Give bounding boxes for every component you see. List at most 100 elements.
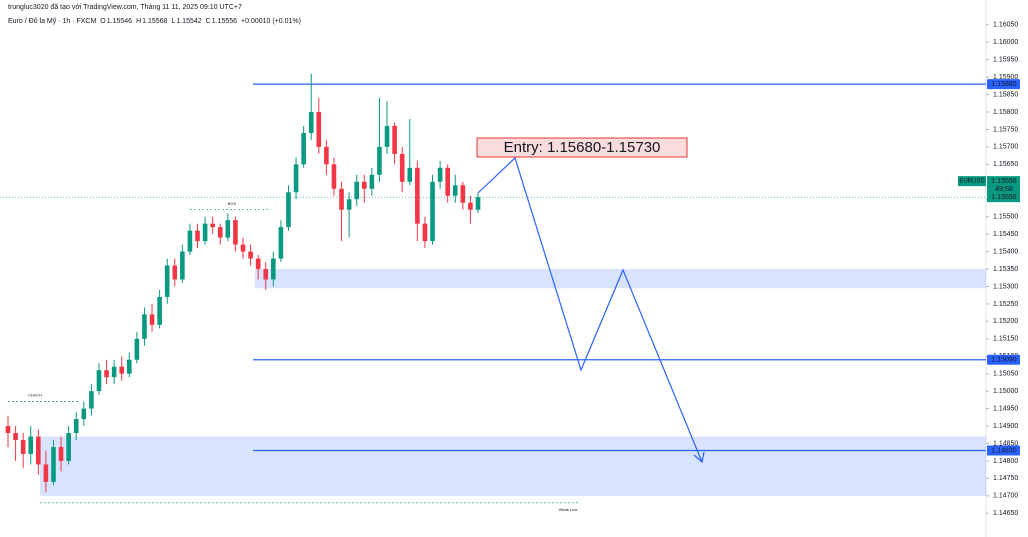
- y-tick-label: 1.15450: [993, 231, 1018, 238]
- legend-symbol: Euro / Đô la Mỹ · 1h · FXCM: [8, 18, 96, 25]
- y-tick-label: 1.15000: [993, 388, 1018, 395]
- candle-body: [36, 436, 41, 465]
- candle-body: [399, 153, 405, 182]
- candle-body: [278, 227, 284, 259]
- legend-value: 1.15556: [212, 18, 237, 25]
- legend-value: 1.15568: [142, 18, 167, 25]
- level-label: 1.14830: [991, 447, 1016, 454]
- candle-body: [248, 251, 253, 259]
- structure-label: Weak Low: [559, 507, 578, 512]
- y-tick-label: 1.15500: [993, 214, 1018, 221]
- level-tag: [987, 445, 1020, 456]
- candle-body: [377, 146, 382, 175]
- price-label: 1.15556: [991, 178, 1016, 185]
- zone: [255, 269, 986, 289]
- y-tick-label: 1.16050: [993, 22, 1018, 29]
- y-tick-label: 1.14850: [993, 440, 1018, 447]
- legend-key: H: [136, 18, 141, 25]
- candle-body: [407, 167, 413, 182]
- candle-body: [43, 464, 49, 482]
- candle-body: [172, 265, 178, 280]
- candle-body: [392, 125, 397, 154]
- candle-body: [119, 366, 125, 374]
- candle-body: [354, 181, 360, 200]
- y-tick-label: 1.15150: [993, 336, 1018, 343]
- candle-body: [286, 192, 291, 228]
- candle-body: [422, 223, 428, 242]
- symbol-label: EURUSD: [959, 179, 985, 185]
- candle-body: [445, 167, 450, 196]
- candle-body: [369, 174, 375, 189]
- y-tick-label: 1.16000: [993, 39, 1018, 46]
- candle-body: [430, 181, 435, 242]
- price-label: 1.15556: [991, 194, 1016, 201]
- y-tick-label: 1.15750: [993, 126, 1018, 133]
- y-tick-label: 1.15350: [993, 266, 1018, 273]
- candle-body: [255, 258, 261, 270]
- candle-body: [316, 112, 322, 147]
- candle-body: [202, 223, 208, 242]
- legend-change: +0.00010 (+0.01%): [241, 18, 301, 25]
- zone: [40, 436, 986, 496]
- y-tick-label: 1.15700: [993, 144, 1018, 151]
- candle-body: [20, 439, 26, 454]
- candle-body: [301, 132, 306, 165]
- candle-body: [111, 366, 117, 378]
- candle-body: [195, 230, 200, 242]
- countdown: 49:58: [995, 186, 1013, 193]
- y-tick-label: 1.14750: [993, 475, 1018, 482]
- candle-body: [126, 359, 132, 374]
- candle-body: [271, 258, 276, 280]
- legend-key: C: [206, 18, 211, 25]
- y-tick-label: 1.15650: [993, 161, 1018, 168]
- y-tick-label: 1.14700: [993, 493, 1018, 500]
- structure-label: CHoCH: [28, 393, 42, 398]
- candle-body: [5, 426, 11, 434]
- legend-key: O: [100, 18, 106, 25]
- candle-body: [142, 314, 147, 339]
- candle-body: [308, 112, 314, 133]
- y-tick-label: 1.15200: [993, 318, 1018, 325]
- candle-body: [149, 314, 155, 325]
- candle-body: [460, 185, 466, 203]
- y-tick-label: 1.15250: [993, 301, 1018, 308]
- structure-label: BOS: [228, 201, 237, 206]
- candle-body: [475, 197, 481, 210]
- legend-value: 1.15546: [107, 18, 132, 25]
- y-tick-label: 1.14650: [993, 510, 1018, 517]
- y-tick-label: 1.14900: [993, 423, 1018, 430]
- y-tick-label: 1.15850: [993, 91, 1018, 98]
- level-tag: [987, 354, 1020, 365]
- legend-key: L: [171, 18, 175, 25]
- candle-body: [180, 251, 185, 280]
- y-tick-label: 1.15900: [993, 74, 1018, 81]
- candle-body: [361, 181, 367, 189]
- candle-body: [240, 244, 246, 252]
- candle-body: [96, 370, 102, 392]
- candle-body: [58, 446, 64, 461]
- y-tick-label: 1.15800: [993, 109, 1018, 116]
- header: trungluc3020 đã tạo với TradingView.com,…: [8, 4, 242, 11]
- y-tick-label: 1.15400: [993, 248, 1018, 255]
- candle-body: [384, 125, 390, 147]
- entry-box: [476, 137, 688, 158]
- y-tick-label: 1.15050: [993, 371, 1018, 378]
- candle-body: [104, 370, 109, 378]
- entry-label: Entry: 1.15680-1.15730: [504, 139, 661, 156]
- legend: Euro / Đô la Mỹ · 1h · FXCM O 1.15546 H 1.15…: [8, 18, 301, 25]
- candle-body: [468, 202, 473, 210]
- candle-body: [217, 227, 223, 238]
- candle-body: [210, 223, 215, 228]
- candle-body: [157, 296, 162, 325]
- candle-body: [339, 188, 344, 210]
- candle-body: [81, 408, 87, 420]
- candle-body: [415, 167, 420, 224]
- candle-body: [89, 391, 94, 409]
- price-tag: [987, 176, 1020, 203]
- legend-value: 1.15542: [176, 18, 201, 25]
- candle-body: [263, 269, 269, 280]
- level-label: 1.15880: [991, 81, 1016, 88]
- candle-body: [164, 265, 170, 297]
- level-label: 1.15090: [991, 357, 1016, 364]
